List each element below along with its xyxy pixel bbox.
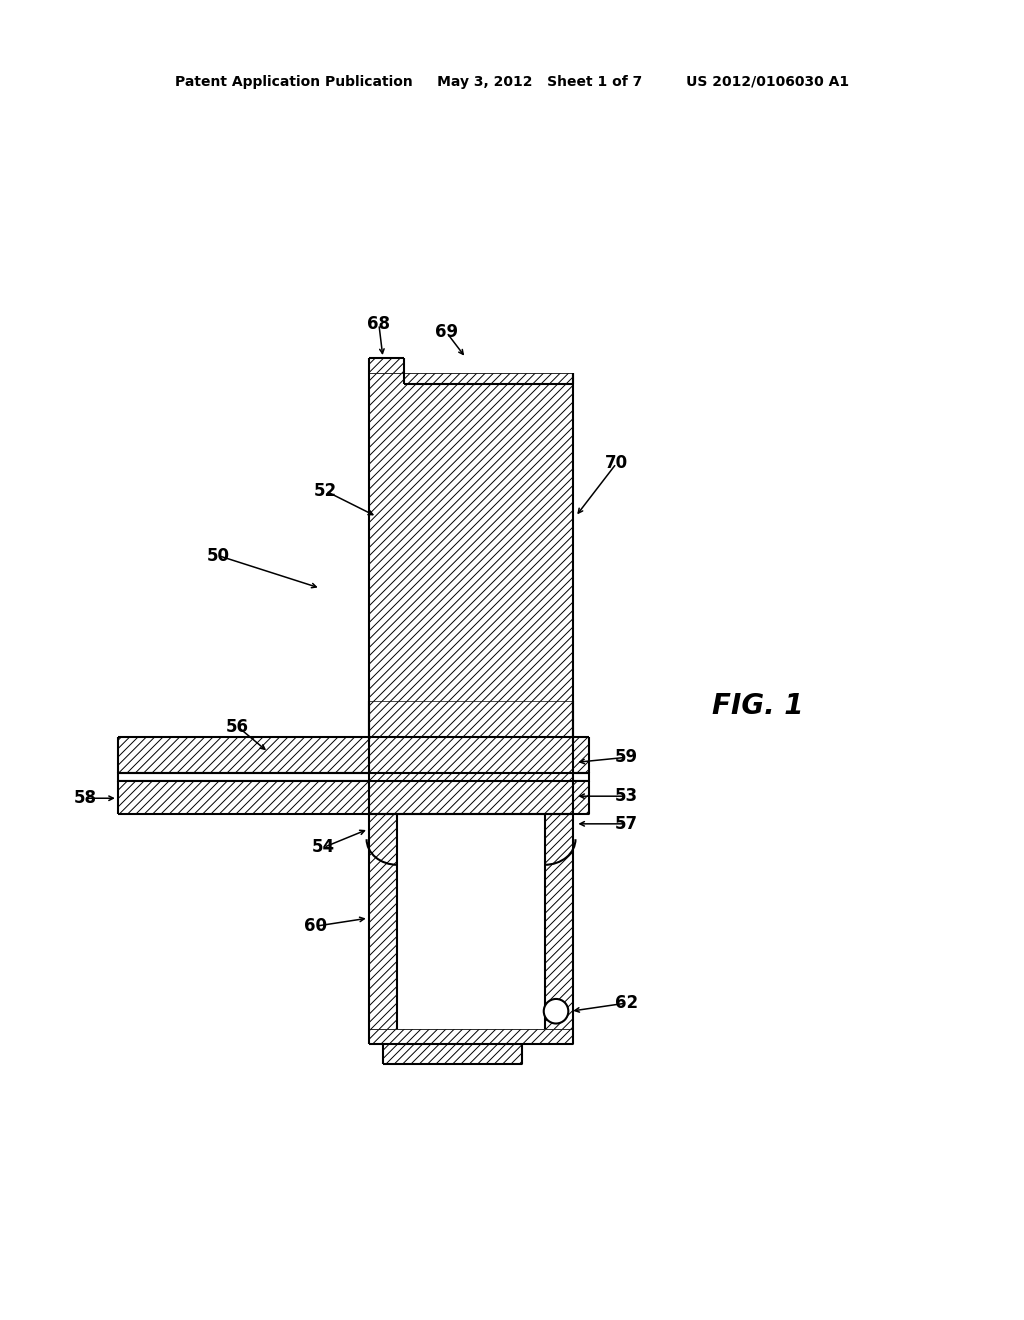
Text: 59: 59 <box>615 748 638 767</box>
Bar <box>118 772 589 781</box>
Bar <box>404 374 573 384</box>
Bar <box>369 358 404 374</box>
Text: 54: 54 <box>312 838 335 857</box>
Bar <box>369 1028 573 1044</box>
Bar <box>383 1044 522 1064</box>
Text: 68: 68 <box>368 315 390 333</box>
Bar <box>118 781 589 813</box>
Text: 50: 50 <box>207 546 229 565</box>
Bar <box>369 701 573 813</box>
Text: 57: 57 <box>615 814 638 833</box>
Text: 53: 53 <box>615 787 638 805</box>
Text: 62: 62 <box>615 994 638 1012</box>
Text: 52: 52 <box>314 482 337 500</box>
Text: 69: 69 <box>435 323 458 342</box>
Bar <box>397 813 545 1028</box>
Bar <box>118 737 589 772</box>
Text: 58: 58 <box>74 789 96 808</box>
Bar <box>369 813 573 1028</box>
Text: Patent Application Publication     May 3, 2012   Sheet 1 of 7         US 2012/01: Patent Application Publication May 3, 20… <box>175 75 849 88</box>
Text: 60: 60 <box>304 917 327 936</box>
Text: 70: 70 <box>605 454 628 473</box>
Text: FIG. 1: FIG. 1 <box>712 692 804 721</box>
Bar <box>369 374 573 742</box>
Circle shape <box>544 999 568 1023</box>
Text: 56: 56 <box>226 718 249 735</box>
